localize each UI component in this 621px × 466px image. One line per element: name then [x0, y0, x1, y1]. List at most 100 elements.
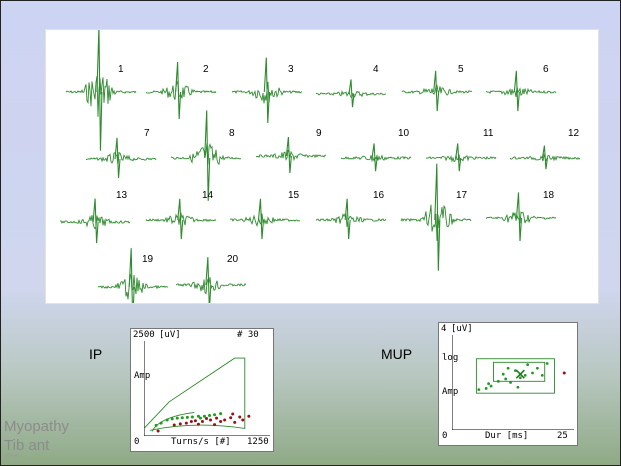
waveform-trace [97, 273, 169, 300]
ip-y-unit: [uV] [159, 330, 181, 340]
red-data-point [233, 420, 237, 424]
waveform-trace [255, 149, 326, 162]
green-data-point [185, 415, 189, 419]
mup-data-point [487, 382, 490, 386]
waveform-spike [513, 70, 520, 112]
ip-y-axis-label: Amp [134, 371, 151, 381]
waveform-spike [175, 61, 182, 120]
red-data-point [204, 417, 208, 421]
waveform-spike [371, 143, 378, 172]
waveform-label: 15 [288, 190, 300, 201]
green-data-point [170, 417, 174, 421]
waveform-spike [455, 143, 462, 172]
waveform-label: 5 [458, 64, 464, 75]
mup-y-unit: [uV] [451, 324, 473, 334]
ip-title: IP [89, 346, 103, 362]
mup-chart: 4 [uV] log Amp 0 Dur [ms] 25 [438, 322, 578, 446]
waveform-trace [145, 80, 217, 100]
red-data-point [156, 429, 160, 433]
red-data-point [196, 422, 200, 426]
mup-data-point [518, 376, 522, 380]
waveform-spike [344, 198, 351, 240]
waveform-trace [400, 204, 472, 241]
green-data-point [159, 421, 163, 425]
mup-data-point [477, 388, 481, 392]
red-data-point [178, 422, 182, 426]
waveform-panel: 1 2 3 4 5 6 7 8 9 10 11 12 13 14 15 16 17 18 19 20 [45, 29, 599, 304]
ip-chart: 2500 [uV] # 30 Amp 0 Turns/s [#] 1250 [130, 328, 274, 452]
mup-y-min: 0 [442, 431, 448, 441]
ip-x-label: Turns/s [#] [171, 437, 231, 447]
ip-envelope [144, 357, 246, 431]
waveform-spike [92, 198, 99, 244]
green-data-point [196, 414, 200, 418]
mup-data-point [516, 385, 520, 389]
footer-title: Myopathy Tib ant [4, 417, 69, 455]
waveform-spike [96, 30, 103, 151]
mup-data-point [501, 372, 505, 376]
mup-data-point [523, 373, 527, 377]
mup-mean-marker [515, 369, 525, 379]
waveform-label: 2 [203, 64, 209, 75]
mup-data-point [504, 377, 508, 381]
waveform-spike [348, 79, 355, 108]
ip-count: # 30 [237, 330, 259, 340]
waveform-trace [65, 76, 137, 117]
waveform-label: 16 [373, 190, 385, 201]
waveform-spike [434, 163, 441, 271]
waveform-label: 19 [142, 254, 154, 265]
red-data-point [184, 421, 188, 425]
waveform-label: 7 [144, 128, 150, 139]
mup-y-axis-label-log: log [442, 353, 459, 363]
waveform-spike [541, 145, 548, 170]
red-data-point [172, 423, 176, 427]
waveform-label: 8 [229, 128, 235, 139]
ip-y-max: 2500 [133, 330, 155, 340]
waveform-spike [433, 70, 440, 112]
mup-data-point [506, 366, 510, 370]
red-data-point [209, 418, 213, 422]
red-data-point [215, 416, 219, 420]
mup-data-point [509, 381, 512, 384]
waveform-label: 11 [483, 128, 494, 139]
mup-data-point [536, 366, 539, 370]
waveform-spike [128, 248, 135, 303]
mup-data-point [514, 369, 517, 373]
waveform-label: 18 [543, 190, 555, 201]
mup-data-point [526, 363, 530, 367]
mup-x-max: 25 [557, 431, 568, 441]
waveform-trace [485, 211, 557, 224]
waveform-label: 10 [398, 128, 410, 139]
red-data-point [193, 419, 197, 423]
footer-line-1: Myopathy [4, 418, 70, 435]
waveform-trace [60, 215, 131, 230]
green-data-point [208, 413, 212, 417]
mup-outlier-point [562, 371, 566, 375]
mup-data-point [489, 384, 493, 388]
waveform-label: 3 [288, 64, 294, 75]
waveform-spike [285, 136, 292, 174]
mup-y-axis-label-amp: Amp [442, 387, 459, 397]
mup-y-max: 4 [441, 324, 447, 334]
waveform-label: 1 [118, 64, 124, 75]
waveform-spike [515, 192, 523, 242]
green-data-point [202, 414, 206, 418]
mup-inner-box [493, 361, 546, 382]
red-data-point [229, 416, 233, 420]
mup-data-point [545, 362, 549, 365]
waveform-trace [401, 84, 473, 96]
mup-plot-area [452, 335, 574, 430]
red-data-point [241, 418, 245, 422]
red-data-point [231, 412, 235, 416]
waveform-trace [229, 213, 301, 228]
waveform-spike [257, 198, 265, 240]
mup-data-point [531, 371, 534, 375]
waveform-label: 20 [227, 254, 239, 265]
ip-plot-area [144, 341, 270, 436]
mup-title: MUP [381, 346, 413, 362]
waveform-trace [315, 89, 386, 99]
mup-data-point [484, 387, 488, 390]
waveform-trace [340, 154, 412, 163]
footer-line-2: Tib ant [4, 437, 50, 454]
